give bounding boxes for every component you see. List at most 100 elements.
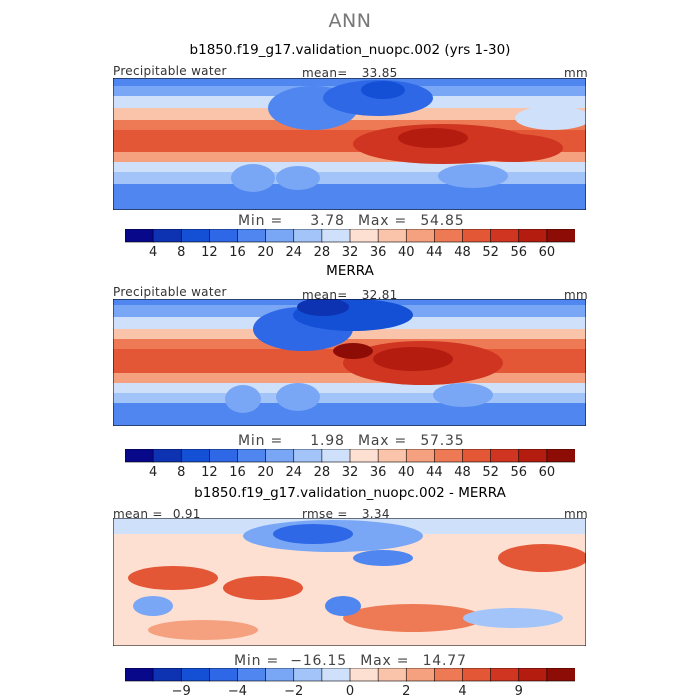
p3-pos-tropics bbox=[223, 576, 303, 600]
colorbar-box bbox=[237, 229, 267, 243]
colorbar-box bbox=[490, 449, 520, 463]
colorbar-box bbox=[237, 668, 267, 682]
colorbar-tick-label: 8 bbox=[177, 465, 185, 480]
colorbar-tick-label: 16 bbox=[229, 245, 246, 260]
colorbar-box bbox=[293, 449, 323, 463]
p3-pos-atlantic bbox=[128, 566, 218, 590]
panel-1-title: b1850.f19_g17.validation_nuopc.002 (yrs … bbox=[189, 42, 511, 58]
colorbar-tick-label: 32 bbox=[342, 245, 359, 260]
p2-warm-pool-max bbox=[333, 343, 373, 359]
panel-1-mean-prefix: mean= bbox=[302, 66, 348, 80]
p2-dry-safrica bbox=[276, 383, 320, 411]
p3-pos-sio bbox=[343, 604, 483, 632]
colorbar-box bbox=[125, 668, 154, 682]
colorbar-tick-label: 2 bbox=[402, 684, 410, 699]
colorbar-box bbox=[518, 449, 548, 463]
colorbar-box bbox=[125, 449, 154, 463]
colorbar-box bbox=[434, 449, 464, 463]
p3-pos-satl bbox=[148, 620, 258, 640]
colorbar-box bbox=[434, 668, 464, 682]
colorbar-box bbox=[518, 229, 548, 243]
colorbar-box bbox=[321, 449, 351, 463]
colorbar-tick-label: 20 bbox=[257, 465, 274, 480]
colorbar-box bbox=[209, 449, 239, 463]
p3-neg-madagascar bbox=[325, 596, 361, 616]
colorbar-box bbox=[349, 229, 379, 243]
colorbar-box bbox=[377, 229, 408, 243]
colorbar-tick-label: 48 bbox=[454, 245, 471, 260]
figure-title: ANN bbox=[328, 10, 372, 32]
colorbar-box bbox=[405, 229, 436, 243]
panel-3-colorbar-ticks: −9 −4 −2 0 2 4 9 bbox=[172, 684, 523, 699]
p2-band bbox=[113, 403, 586, 426]
colorbar-tick-label: 52 bbox=[482, 245, 499, 260]
p3-neg-samerica bbox=[133, 596, 173, 616]
panel-3-colorbar-boxes bbox=[125, 668, 575, 682]
colorbar-tick-label: 9 bbox=[515, 684, 523, 699]
panel-1-map bbox=[113, 78, 586, 210]
colorbar-tick-label: 40 bbox=[398, 465, 415, 480]
colorbar-box bbox=[237, 449, 267, 463]
colorbar-box bbox=[152, 229, 183, 243]
colorbar-tick-label: 8 bbox=[177, 245, 185, 260]
p3-pos-epacific bbox=[498, 544, 586, 572]
colorbar-box bbox=[462, 229, 492, 243]
panel-3-min-label: Min = bbox=[234, 653, 280, 669]
p2-warm-pool-core bbox=[373, 347, 453, 371]
colorbar-tick-label: 44 bbox=[426, 465, 443, 480]
p1-band bbox=[113, 172, 586, 186]
colorbar-tick-label: 24 bbox=[285, 465, 302, 480]
colorbar-box bbox=[180, 449, 211, 463]
colorbar-tick-label: 4 bbox=[149, 465, 157, 480]
colorbar-tick-label: 60 bbox=[539, 465, 556, 480]
panel-3-colorbar: −9 −4 −2 0 2 4 9 bbox=[125, 668, 575, 699]
panel-3-min-value: −16.15 bbox=[290, 653, 347, 669]
panel-3-map bbox=[113, 518, 586, 646]
panel-1-colorbar-boxes bbox=[125, 229, 575, 243]
panel-2-colorbar: 4 8 12 16 20 24 28 32 36 40 44 48 52 56 60 bbox=[125, 449, 575, 480]
colorbar-box bbox=[490, 229, 520, 243]
panel-1-mean-label: mean= 33.85 bbox=[302, 66, 398, 80]
panel-2-max-value: 57.35 bbox=[420, 433, 465, 449]
colorbar-box bbox=[125, 229, 154, 243]
colorbar-tick-label: 20 bbox=[257, 245, 274, 260]
p1-e-pacific bbox=[515, 106, 586, 130]
p3-neg-asia-core bbox=[273, 524, 353, 544]
panel-1-colorbar: 4 8 12 16 20 24 28 32 36 40 44 48 52 56 60 bbox=[125, 229, 575, 260]
p1-dry-andes bbox=[231, 164, 275, 192]
colorbar-box bbox=[209, 229, 239, 243]
p1-dry-safrica bbox=[276, 166, 320, 190]
p3-neg-spacific bbox=[463, 608, 563, 628]
panel-3-title: b1850.f19_g17.validation_nuopc.002 - MER… bbox=[194, 485, 506, 501]
panel-2-max-label: Max = bbox=[357, 433, 408, 449]
p2-dry-tibet bbox=[297, 299, 349, 316]
panel-2-colorbar-boxes bbox=[125, 449, 575, 463]
p3-neg-india bbox=[353, 550, 413, 566]
colorbar-box bbox=[546, 668, 575, 682]
colorbar-box bbox=[321, 229, 351, 243]
panel-3-min-max: Min = −16.15 Max = 14.77 bbox=[234, 653, 467, 669]
panel-2-variable-label: Precipitable water bbox=[113, 285, 227, 299]
colorbar-box bbox=[377, 668, 408, 682]
panel-1-variable-label: Precipitable water bbox=[113, 64, 227, 78]
panel-1-min-value: 3.78 bbox=[310, 213, 345, 229]
colorbar-box bbox=[209, 668, 239, 682]
colorbar-tick-label: 32 bbox=[342, 465, 359, 480]
p1-dry-australia bbox=[438, 164, 508, 188]
colorbar-box bbox=[462, 449, 492, 463]
panel-2-map bbox=[113, 299, 586, 426]
colorbar-box bbox=[265, 668, 295, 682]
colorbar-tick-label: 56 bbox=[510, 245, 527, 260]
panel-2-colorbar-ticks: 4 8 12 16 20 24 28 32 36 40 44 48 52 56 60 bbox=[149, 465, 555, 480]
colorbar-tick-label: 60 bbox=[539, 245, 556, 260]
colorbar-tick-label: 4 bbox=[458, 684, 466, 699]
colorbar-tick-label: 36 bbox=[370, 465, 387, 480]
p1-warm-pool-core bbox=[398, 128, 468, 148]
colorbar-box bbox=[462, 668, 492, 682]
panel-1-min-max: Min = 3.78 Max = 54.85 bbox=[238, 213, 464, 229]
panel-1-mean-value: 33.85 bbox=[361, 66, 398, 80]
colorbar-tick-label: 40 bbox=[398, 245, 415, 260]
colorbar-tick-label: 44 bbox=[426, 245, 443, 260]
colorbar-box bbox=[293, 229, 323, 243]
p2-dry-andes bbox=[225, 385, 261, 413]
